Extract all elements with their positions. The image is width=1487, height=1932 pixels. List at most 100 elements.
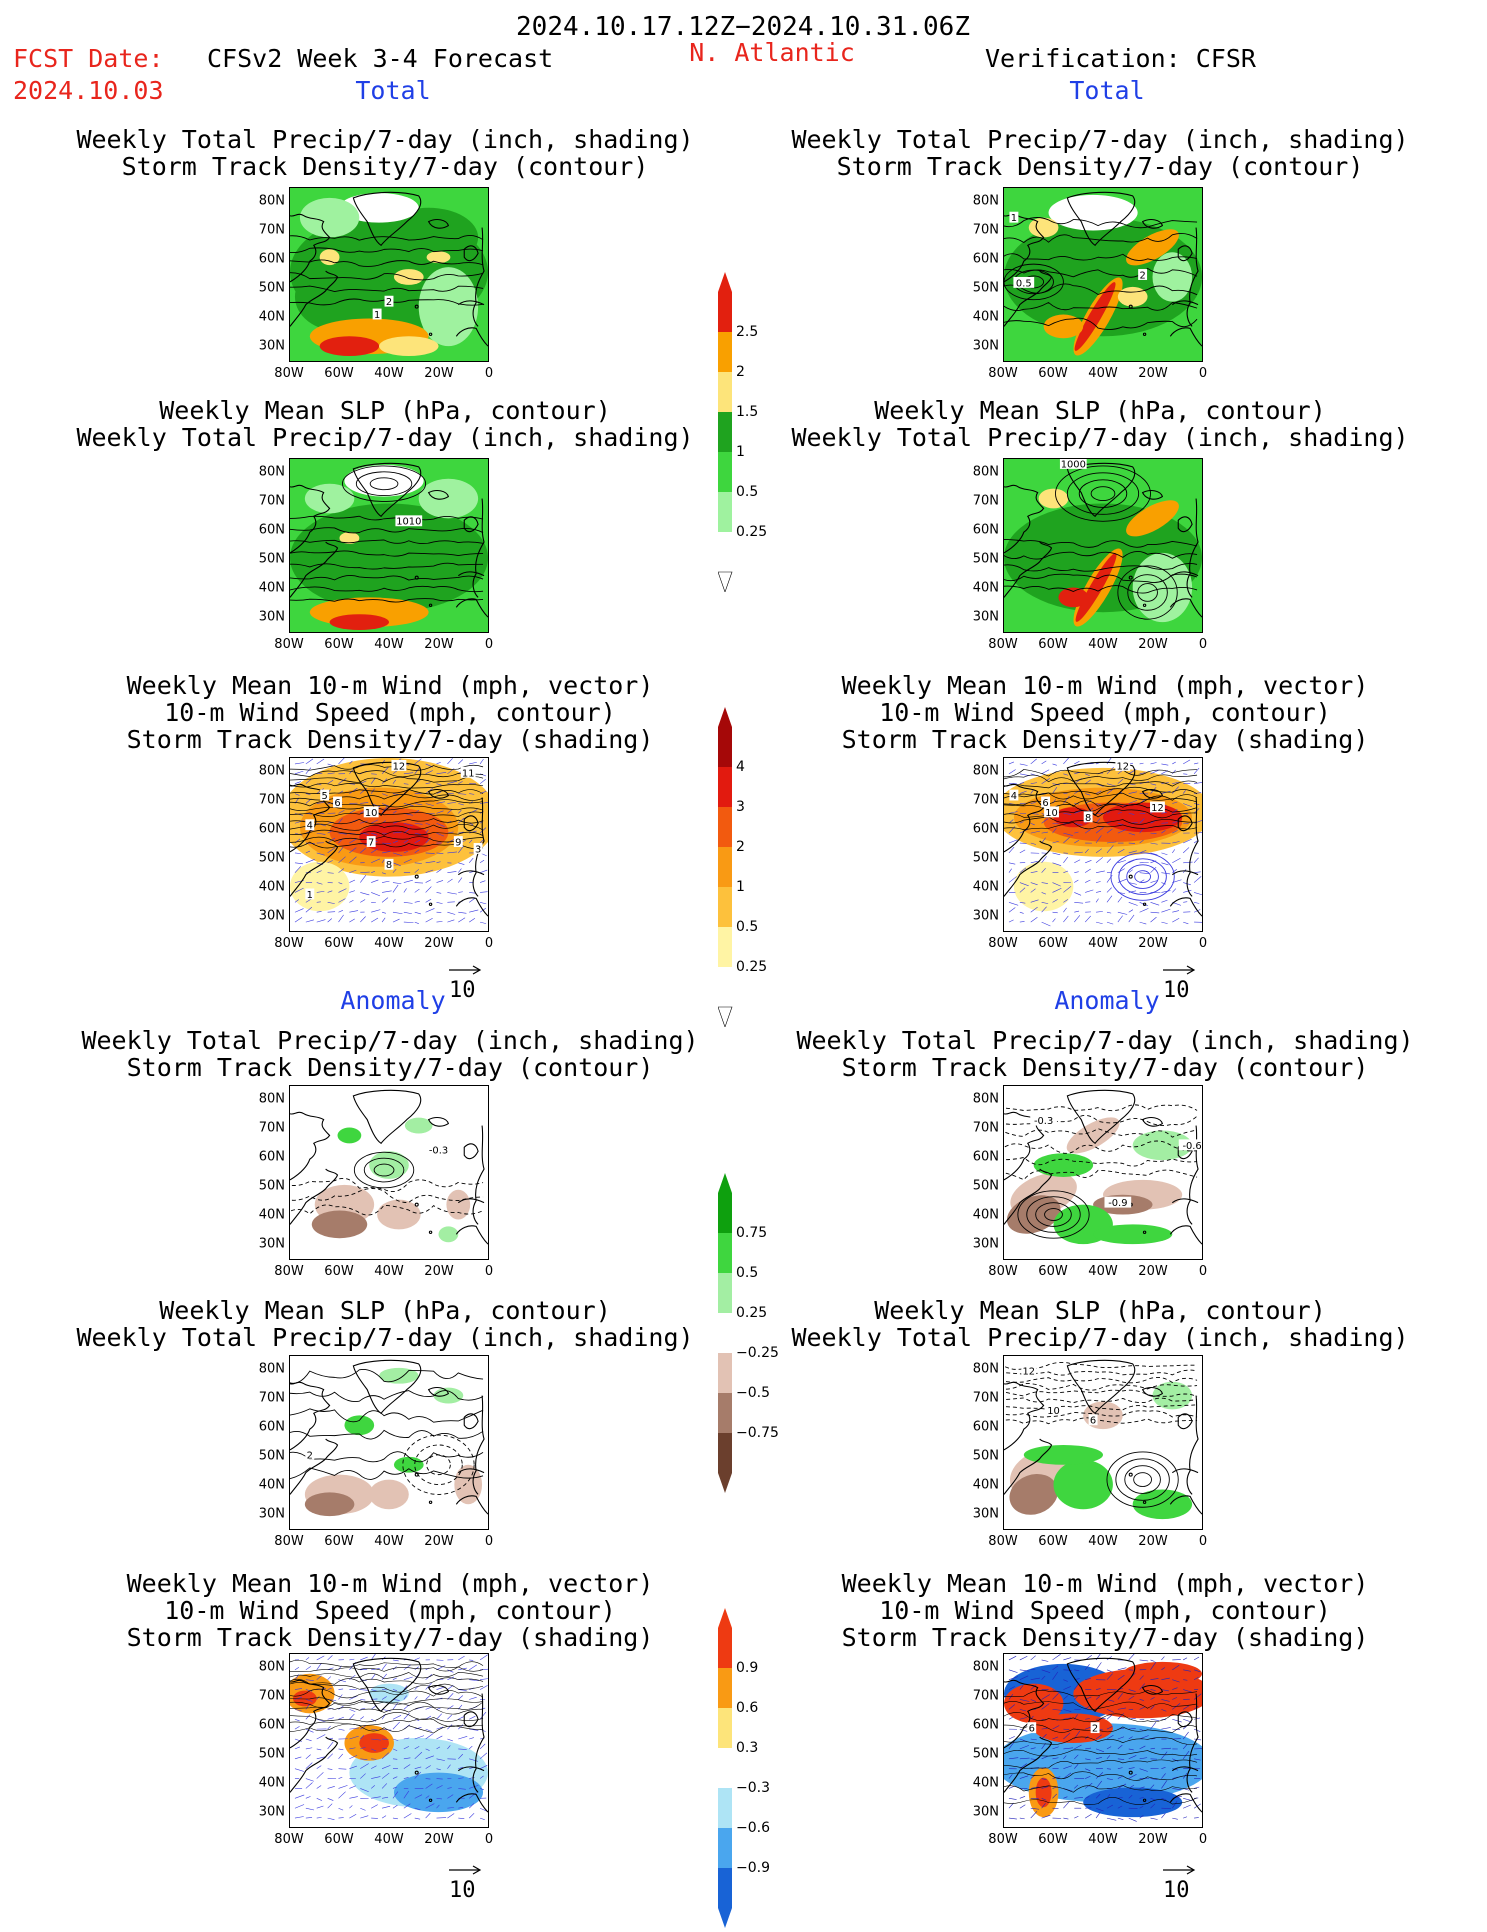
title-vf-precip-total: Weekly Total Precip/7-day (inch, shading… — [791, 126, 1408, 180]
title-fc-precip-total: Weekly Total Precip/7-day (inch, shading… — [76, 126, 693, 180]
contour-label: 10 — [364, 806, 379, 818]
lat-tick-label: 40N — [259, 582, 289, 595]
title-line: Storm Track Density/7-day (shading) — [842, 726, 1369, 753]
lon-tick-label: 40W — [374, 1535, 403, 1548]
colorbar-segment — [718, 967, 732, 1007]
contour-label: 12 — [391, 760, 406, 772]
svg-text:12: 12 — [1117, 761, 1130, 772]
colorbar-label: 2 — [736, 365, 745, 379]
lon-tick-label: 20W — [1138, 367, 1167, 380]
lat-tick-label: 50N — [973, 1748, 1003, 1761]
lat-tick-label: 80N — [259, 466, 289, 479]
lat-tick-label: 70N — [973, 794, 1003, 807]
section-anomaly-right: Anomaly — [1054, 988, 1159, 1013]
section-anomaly-left: Anomaly — [340, 988, 445, 1013]
lat-tick-label: 70N — [973, 1392, 1003, 1405]
colorbar-cap — [718, 1007, 732, 1027]
svg-text:8: 8 — [386, 860, 392, 871]
colorbar-label: 2.5 — [736, 325, 758, 339]
svg-text:11: 11 — [462, 768, 475, 779]
lat-tick-label: 30N — [973, 611, 1003, 624]
lat-tick-label: 30N — [973, 340, 1003, 353]
region-label: N. Atlantic — [689, 40, 855, 65]
lon-tick-label: 80W — [988, 638, 1017, 651]
colorbar-segment — [718, 412, 732, 452]
arrow-right-icon — [1163, 1865, 1197, 1875]
contour-label: 2 — [1138, 269, 1147, 281]
lat-tick-label: 40N — [259, 1777, 289, 1790]
lat-tick-label: 30N — [973, 910, 1003, 923]
contour-label: 2 — [305, 1449, 314, 1461]
lat-tick-label: 80N — [973, 1661, 1003, 1674]
lon-tick-label: 0 — [1199, 367, 1207, 380]
colorbar-segment — [718, 847, 732, 887]
title-line: Weekly Total Precip/7-day (inch, shading… — [76, 126, 693, 153]
lon-tick-label: 40W — [374, 1833, 403, 1846]
lon-tick-label: 20W — [1138, 1535, 1167, 1548]
colorbar-segment — [718, 332, 732, 372]
title-line: 10-m Wind Speed (mph, contour) — [842, 699, 1369, 726]
title-line: Weekly Mean SLP (hPa, contour) — [76, 1297, 693, 1324]
title-vf-wind-total: Weekly Mean 10-m Wind (mph, vector) 10-m… — [842, 672, 1369, 753]
colorbar-label: 0.5 — [736, 1266, 758, 1280]
lon-tick-label: 80W — [274, 1833, 303, 1846]
lon-tick-label: 0 — [1199, 1265, 1207, 1278]
lon-tick-label: 60W — [1038, 1265, 1067, 1278]
lat-tick-label: 80N — [259, 1661, 289, 1674]
lon-tick-label: 0 — [485, 1535, 493, 1548]
colorbar-segment — [718, 1708, 732, 1748]
lon-tick-label: 60W — [324, 367, 353, 380]
svg-text:6: 6 — [1090, 1416, 1096, 1427]
lat-tick-label: 40N — [973, 311, 1003, 324]
lon-tick-label: 40W — [1088, 937, 1117, 950]
lat-tick-label: 40N — [259, 881, 289, 894]
lon-tick-label: 40W — [1088, 367, 1117, 380]
lon-tick-label: 0 — [485, 937, 493, 950]
lon-tick-label: 80W — [988, 1535, 1017, 1548]
colorbar-segment — [718, 927, 732, 967]
lat-tick-label: 50N — [973, 553, 1003, 566]
title-line: Weekly Total Precip/7-day (inch, shading… — [796, 1027, 1413, 1054]
lon-tick-label: 80W — [274, 638, 303, 651]
lat-tick-label: 40N — [973, 1479, 1003, 1492]
lat-tick-label: 40N — [973, 582, 1003, 595]
lon-tick-label: 0 — [485, 638, 493, 651]
colorbar-label: −0.3 — [736, 1781, 770, 1795]
lat-tick-label: 70N — [259, 794, 289, 807]
colorbar-segment — [718, 1868, 732, 1908]
title-line: Weekly Total Precip/7-day (inch, shading… — [76, 1324, 693, 1351]
lat-tick-label: 50N — [973, 852, 1003, 865]
colorbar-segment — [718, 1273, 732, 1313]
lon-tick-label: 60W — [324, 937, 353, 950]
title-line: Weekly Total Precip/7-day (inch, shading… — [791, 1324, 1408, 1351]
svg-text:7: 7 — [368, 837, 374, 848]
map-forecast-precip-anomaly: -0.3 — [289, 1085, 489, 1260]
title-fc-slp-anom: Weekly Mean SLP (hPa, contour) Weekly To… — [76, 1297, 693, 1351]
colorbar-segment — [718, 727, 732, 767]
lat-tick-label: 60N — [973, 823, 1003, 836]
svg-text:6: 6 — [334, 798, 340, 809]
title-line: Weekly Mean SLP (hPa, contour) — [76, 397, 693, 424]
colorbar-cap — [718, 707, 732, 727]
lon-tick-label: 20W — [424, 638, 453, 651]
colorbar-segment — [718, 1353, 732, 1393]
lat-tick-label: 60N — [259, 1421, 289, 1434]
vector-ref-value: 10 — [1163, 1880, 1197, 1902]
lon-tick-label: 40W — [1088, 1535, 1117, 1548]
colorbar-segment — [718, 452, 732, 492]
lon-tick-label: 0 — [1199, 1833, 1207, 1846]
title-vf-slp-total: Weekly Mean SLP (hPa, contour) Weekly To… — [791, 397, 1408, 451]
contour-label: 4 — [1009, 790, 1018, 802]
contour-label: -0.6 — [1179, 1139, 1202, 1151]
contour-label: 6 — [333, 797, 342, 809]
svg-text:4: 4 — [307, 821, 313, 832]
lon-tick-label: 80W — [988, 1265, 1017, 1278]
lat-tick-label: 60N — [259, 1719, 289, 1732]
contour-label: 12 — [1021, 1365, 1036, 1377]
lon-tick-label: 20W — [1138, 638, 1167, 651]
colorbar-label: 2 — [736, 840, 745, 854]
svg-text:9: 9 — [455, 837, 461, 848]
colorbar-segment — [718, 1788, 732, 1828]
